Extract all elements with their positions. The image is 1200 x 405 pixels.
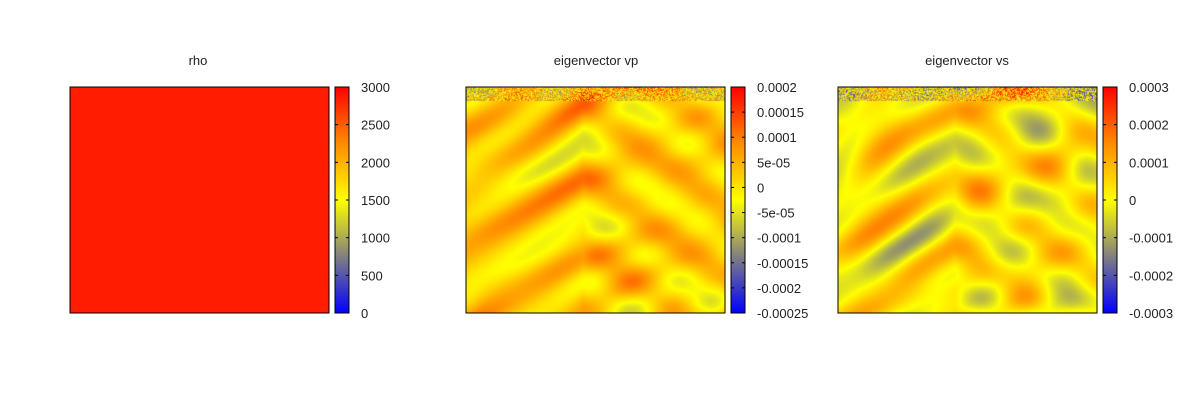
plot-frame bbox=[69, 86, 330, 314]
colorbar-tick-label: -0.00025 bbox=[757, 306, 808, 321]
panel-3: eigenvector vs 0.0003 0.0002 0.0001 0 -0.0001… bbox=[837, 53, 1173, 321]
heatmap-field bbox=[838, 87, 1097, 313]
colorbar-tick-label: 2500 bbox=[361, 118, 390, 133]
colorbar-tick-label: 0.0002 bbox=[757, 80, 797, 95]
colorbar-tick-label: -0.0001 bbox=[1129, 231, 1173, 246]
colorbar-frame bbox=[730, 86, 746, 314]
colorbar-tick-label: 1000 bbox=[361, 231, 390, 246]
panel-1: rho 3000 2500 2000 1500 1000 500 0 bbox=[69, 53, 390, 321]
colorbar-tick-label: 0.0001 bbox=[1129, 155, 1169, 170]
colorbar bbox=[731, 87, 745, 313]
colorbar-tick-label: 0.0002 bbox=[1129, 118, 1169, 133]
colorbar-tick-label: -5e-05 bbox=[757, 206, 795, 221]
plot-frame bbox=[837, 86, 1098, 314]
colorbar-tick-label: 0 bbox=[757, 180, 764, 195]
colorbar bbox=[1103, 87, 1117, 313]
colorbar bbox=[335, 87, 349, 313]
colorbar-tick-label: 5e-05 bbox=[757, 155, 790, 170]
colorbar-tick-label: 3000 bbox=[361, 80, 390, 95]
colorbar-tick-label: 0.00015 bbox=[757, 105, 804, 120]
colorbar-tick-label: 2000 bbox=[361, 155, 390, 170]
heatmap-field bbox=[70, 87, 329, 313]
colorbar-tick-label: 0 bbox=[1129, 193, 1136, 208]
heatmap-field bbox=[466, 87, 725, 313]
panel-title: eigenvector vs bbox=[925, 53, 1009, 68]
panel-title: eigenvector vp bbox=[554, 53, 639, 68]
colorbar-tick-label: -0.00015 bbox=[757, 256, 808, 271]
panel-2: eigenvector vp 0.0002 0.00015 0.0001 5e-05 0 -… bbox=[465, 53, 808, 321]
plot-frame bbox=[465, 86, 726, 314]
colorbar-tick-label: -0.0002 bbox=[757, 281, 801, 296]
colorbar-tick-label: 500 bbox=[361, 268, 383, 283]
panel-title: rho bbox=[189, 53, 208, 68]
colorbar-tick-label: -0.0003 bbox=[1129, 306, 1173, 321]
colorbar-tick-label: 0.0003 bbox=[1129, 80, 1169, 95]
colorbar-tick-label: 1500 bbox=[361, 193, 390, 208]
colorbar-tick-label: -0.0001 bbox=[757, 231, 801, 246]
colorbar-tick-label: 0.0001 bbox=[757, 130, 797, 145]
colorbar-tick-label: 0 bbox=[361, 306, 368, 321]
colorbar-tick-label: -0.0002 bbox=[1129, 268, 1173, 283]
